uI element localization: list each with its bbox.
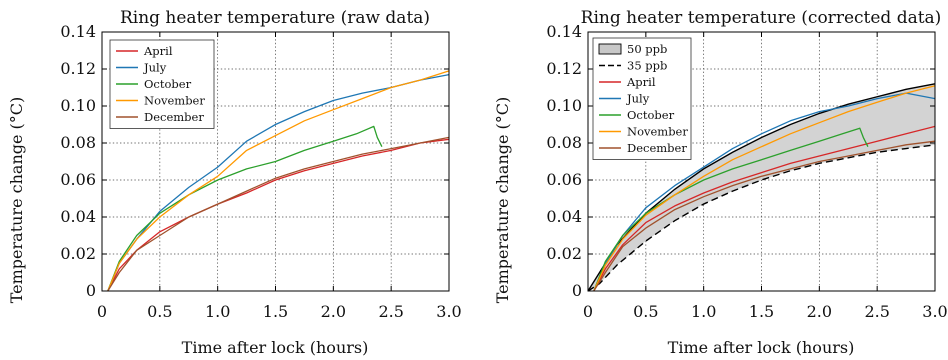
y-tick-label: 0.08 bbox=[546, 133, 582, 152]
legend-label: December bbox=[144, 110, 204, 124]
series-line-july bbox=[593, 92, 936, 292]
x-tick-label: 2.0 bbox=[321, 302, 346, 321]
series-line-july bbox=[107, 73, 450, 292]
chart-title: Ring heater temperature (corrected data) bbox=[581, 8, 942, 28]
band-50ppb bbox=[588, 83, 935, 291]
y-tick-label: 0 bbox=[572, 281, 582, 300]
legend: April July October November December bbox=[109, 39, 215, 129]
y-tick-label: 0.10 bbox=[60, 96, 96, 115]
x-axis-label: Time after lock (hours) bbox=[182, 338, 369, 357]
series-line-october bbox=[107, 125, 383, 292]
x-tick-label: 1.5 bbox=[263, 302, 288, 321]
legend-label: October bbox=[144, 77, 192, 91]
legend-label: July bbox=[143, 61, 167, 75]
x-tick-label: 1.5 bbox=[749, 302, 774, 321]
series-line-november bbox=[107, 70, 450, 292]
x-tick-label: 1.0 bbox=[205, 302, 230, 321]
x-tick-label: 2.5 bbox=[378, 302, 403, 321]
x-tick-label: 0 bbox=[583, 302, 593, 321]
y-tick-label: 0.10 bbox=[546, 96, 582, 115]
x-tick-label: 0.5 bbox=[633, 302, 658, 321]
y-tick-label: 0.02 bbox=[60, 244, 96, 263]
series-line-october bbox=[593, 127, 869, 292]
legend-label: 50 ppb bbox=[627, 42, 667, 56]
x-tick-label: 1.0 bbox=[691, 302, 716, 321]
legend-label: October bbox=[627, 108, 675, 122]
band-lower-line-35ppb bbox=[587, 144, 936, 292]
y-axis-label: Temperature change (°C) bbox=[493, 97, 512, 304]
y-tick-label: 0.06 bbox=[60, 170, 96, 189]
series-line-december bbox=[107, 136, 450, 292]
legend-label: December bbox=[627, 141, 687, 155]
legend-label: 35 ppb bbox=[627, 59, 667, 73]
y-axis-label: Temperature change (°C) bbox=[7, 97, 26, 304]
y-tick-label: 0.04 bbox=[60, 207, 96, 226]
series-line-november bbox=[593, 85, 936, 292]
series-line-april bbox=[593, 125, 936, 292]
legend-swatch bbox=[598, 43, 622, 55]
y-tick-label: 0.02 bbox=[546, 244, 582, 263]
y-tick-label: 0.14 bbox=[546, 22, 582, 41]
chart-raw: Ring heater temperature (raw data) Time … bbox=[7, 8, 462, 357]
y-tick-label: 0.08 bbox=[60, 133, 96, 152]
x-tick-label: 3.0 bbox=[436, 302, 461, 321]
y-tick-label: 0.14 bbox=[60, 22, 96, 41]
series-line-december bbox=[593, 140, 936, 292]
chart-corrected: Ring heater temperature (corrected data)… bbox=[493, 8, 948, 357]
series-line-april bbox=[107, 138, 450, 292]
y-tick-label: 0.12 bbox=[60, 59, 96, 78]
legend-label: November bbox=[627, 125, 688, 139]
legend-label: July bbox=[626, 92, 650, 106]
chart-title: Ring heater temperature (raw data) bbox=[120, 8, 430, 28]
y-tick-label: 0.04 bbox=[546, 207, 582, 226]
legend-label: November bbox=[144, 94, 205, 108]
x-axis-label: Time after lock (hours) bbox=[668, 338, 855, 357]
y-tick-label: 0.06 bbox=[546, 170, 582, 189]
legend-label: April bbox=[626, 75, 656, 89]
x-tick-label: 2.5 bbox=[864, 302, 889, 321]
legend: 50 ppb 35 ppb April July October November Dece… bbox=[592, 37, 692, 160]
x-tick-label: 0.5 bbox=[147, 302, 172, 321]
legend-label: April bbox=[143, 44, 173, 58]
x-tick-label: 2.0 bbox=[807, 302, 832, 321]
y-tick-label: 0 bbox=[86, 281, 96, 300]
x-tick-label: 0 bbox=[97, 302, 107, 321]
y-tick-label: 0.12 bbox=[546, 59, 582, 78]
x-tick-label: 3.0 bbox=[922, 302, 947, 321]
